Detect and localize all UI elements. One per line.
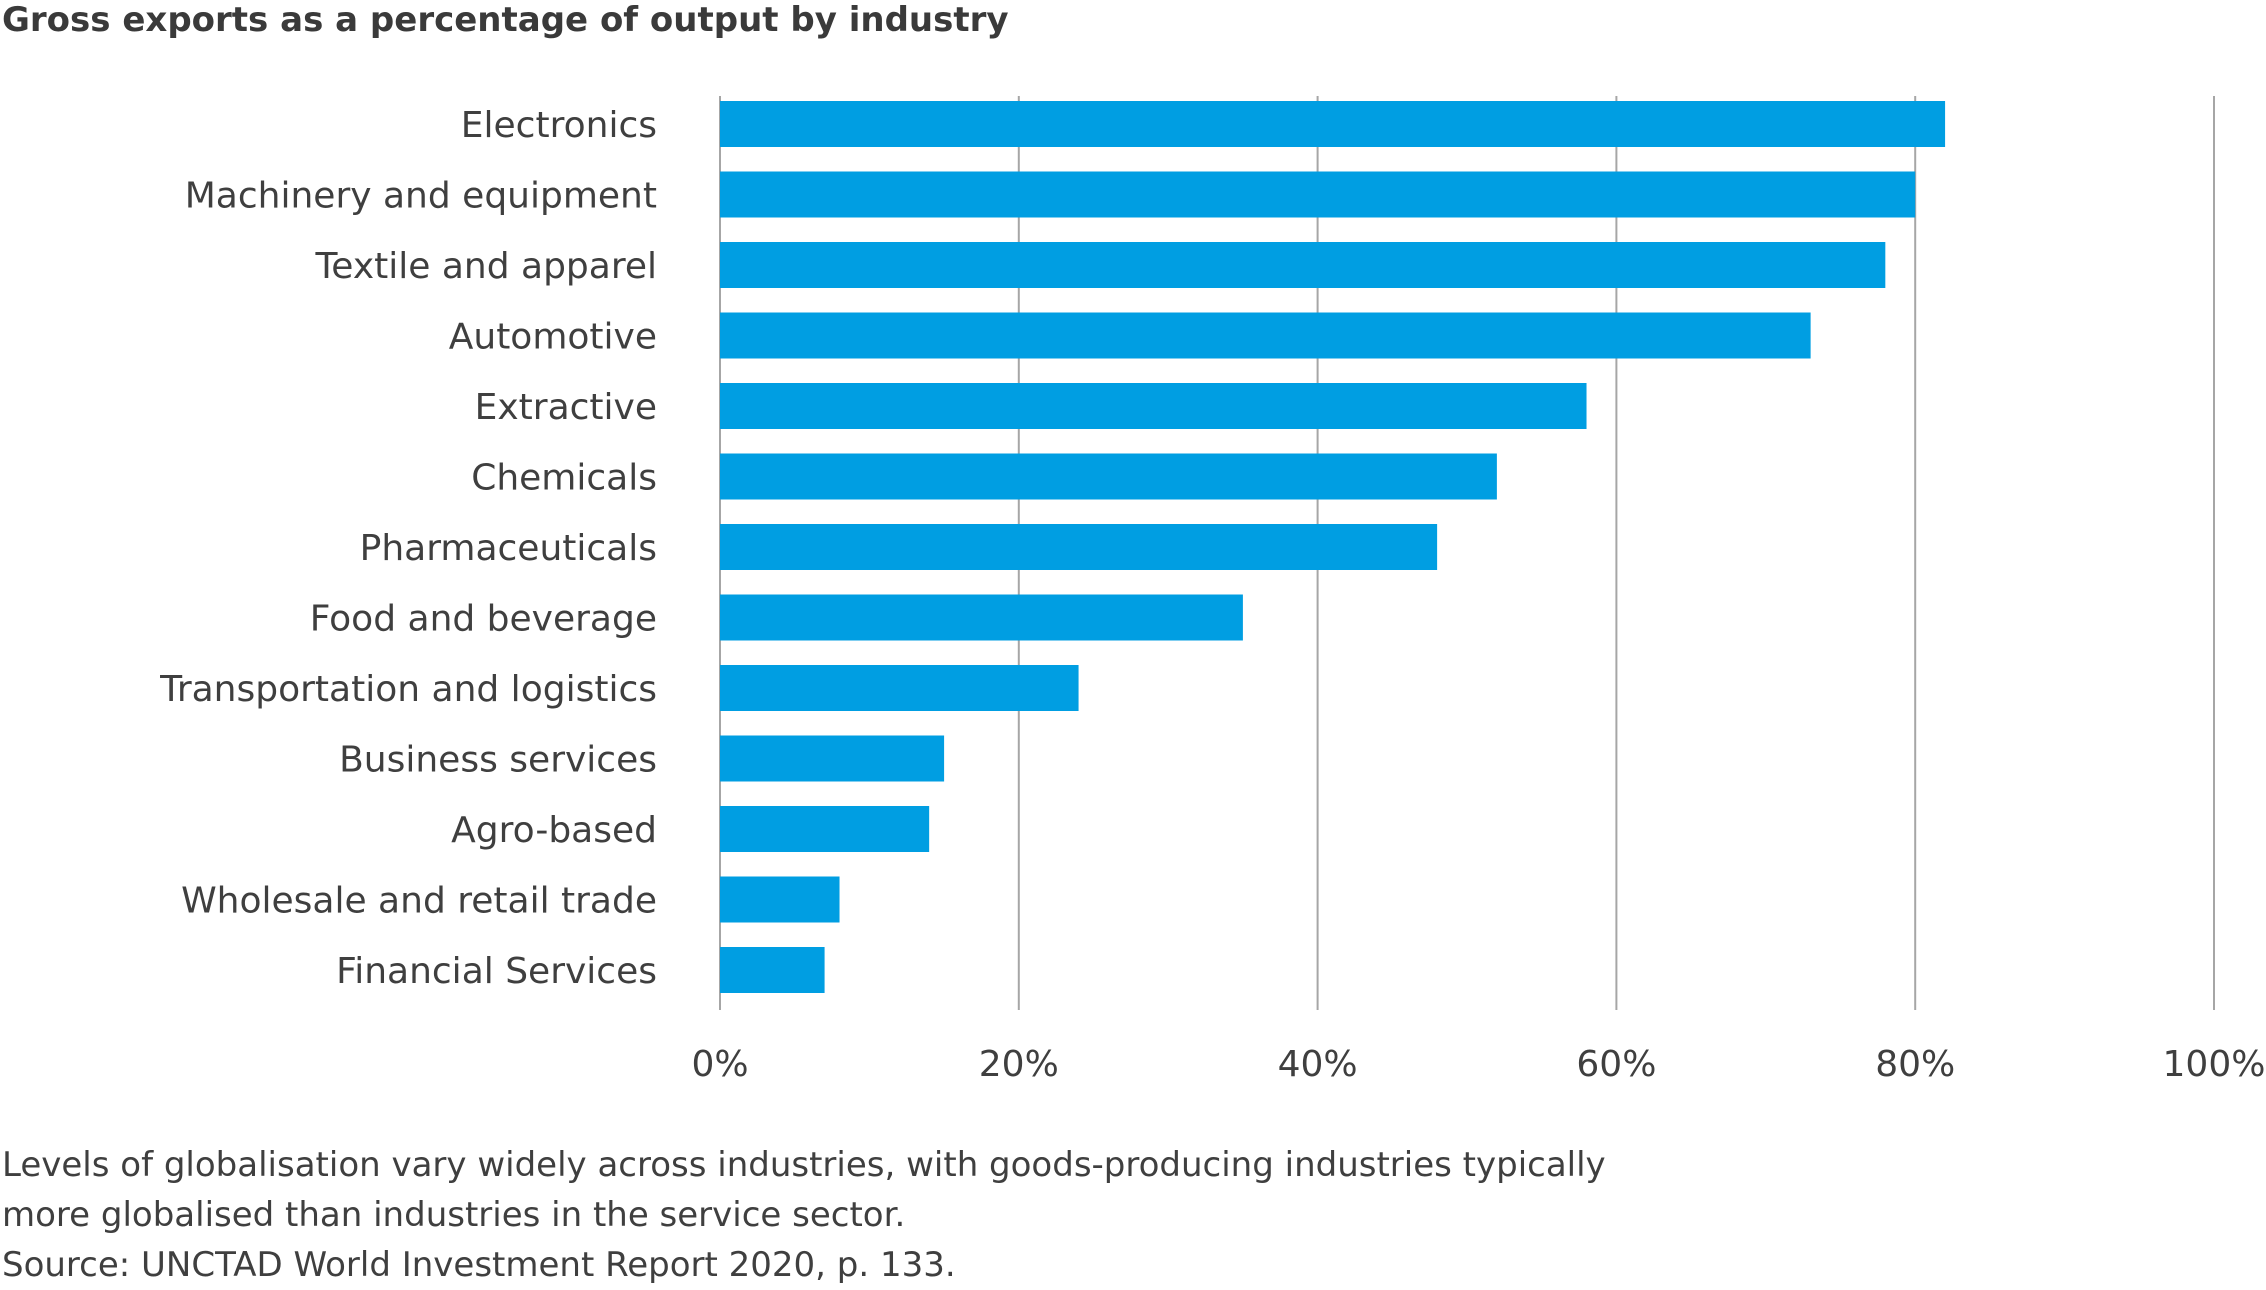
x-tick-label: 0% [691,1044,748,1085]
x-tick-label: 40% [1278,1044,1358,1085]
x-tick-label: 100% [2163,1044,2266,1085]
x-tick-label: 60% [1576,1044,1656,1085]
category-label: Pharmaceuticals [360,528,657,569]
chart-caption: Levels of globalisation vary widely acro… [2,1140,1606,1290]
category-label: Business services [339,740,657,781]
x-tick-label: 80% [1875,1044,1955,1085]
bar-financial-services [720,947,825,993]
category-label: Food and beverage [310,599,657,640]
category-label: Automotive [449,317,657,358]
category-label: Chemicals [471,458,657,499]
bar-pharmaceuticals [720,524,1438,570]
category-labels: Electronics Machinery and equipment Textil… [159,105,657,992]
bar-textile-and-apparel [720,242,1886,288]
caption-source: Source: UNCTAD World Investment Report 2… [2,1245,956,1285]
category-label: Transportation and logistics [159,669,657,710]
category-label: Textile and apparel [314,246,657,287]
bar-food-and-beverage [720,594,1243,641]
caption-line-2: more globalised than industries in the s… [2,1195,906,1235]
bar-agro-based [720,806,930,852]
bar-machinery-and-equipment [720,171,1916,218]
bar-automotive [720,312,1811,359]
x-tick-label: 20% [979,1044,1059,1085]
category-label: Electronics [461,105,657,146]
category-label: Extractive [475,387,657,428]
category-label: Wholesale and retail trade [181,881,657,922]
chart-title: Gross exports as a percentage of output … [2,0,1009,40]
category-label: Financial Services [336,951,657,992]
bar-wholesale-and-retail-trade [720,876,840,923]
bar-transportation-and-logistics [720,665,1079,711]
bar-chemicals [720,453,1497,500]
category-label: Agro-based [451,810,657,851]
caption-line-1: Levels of globalisation vary widely acro… [2,1145,1606,1185]
bars [720,101,1946,993]
bar-extractive [720,383,1587,429]
category-label: Machinery and equipment [185,176,657,217]
x-tick-labels: 0% 20% 40% 60% 80% 100% [691,1044,2265,1085]
bar-chart: Electronics Machinery and equipment Textil… [159,96,2265,1085]
bar-business-services [720,735,945,782]
bar-electronics [720,101,1946,147]
